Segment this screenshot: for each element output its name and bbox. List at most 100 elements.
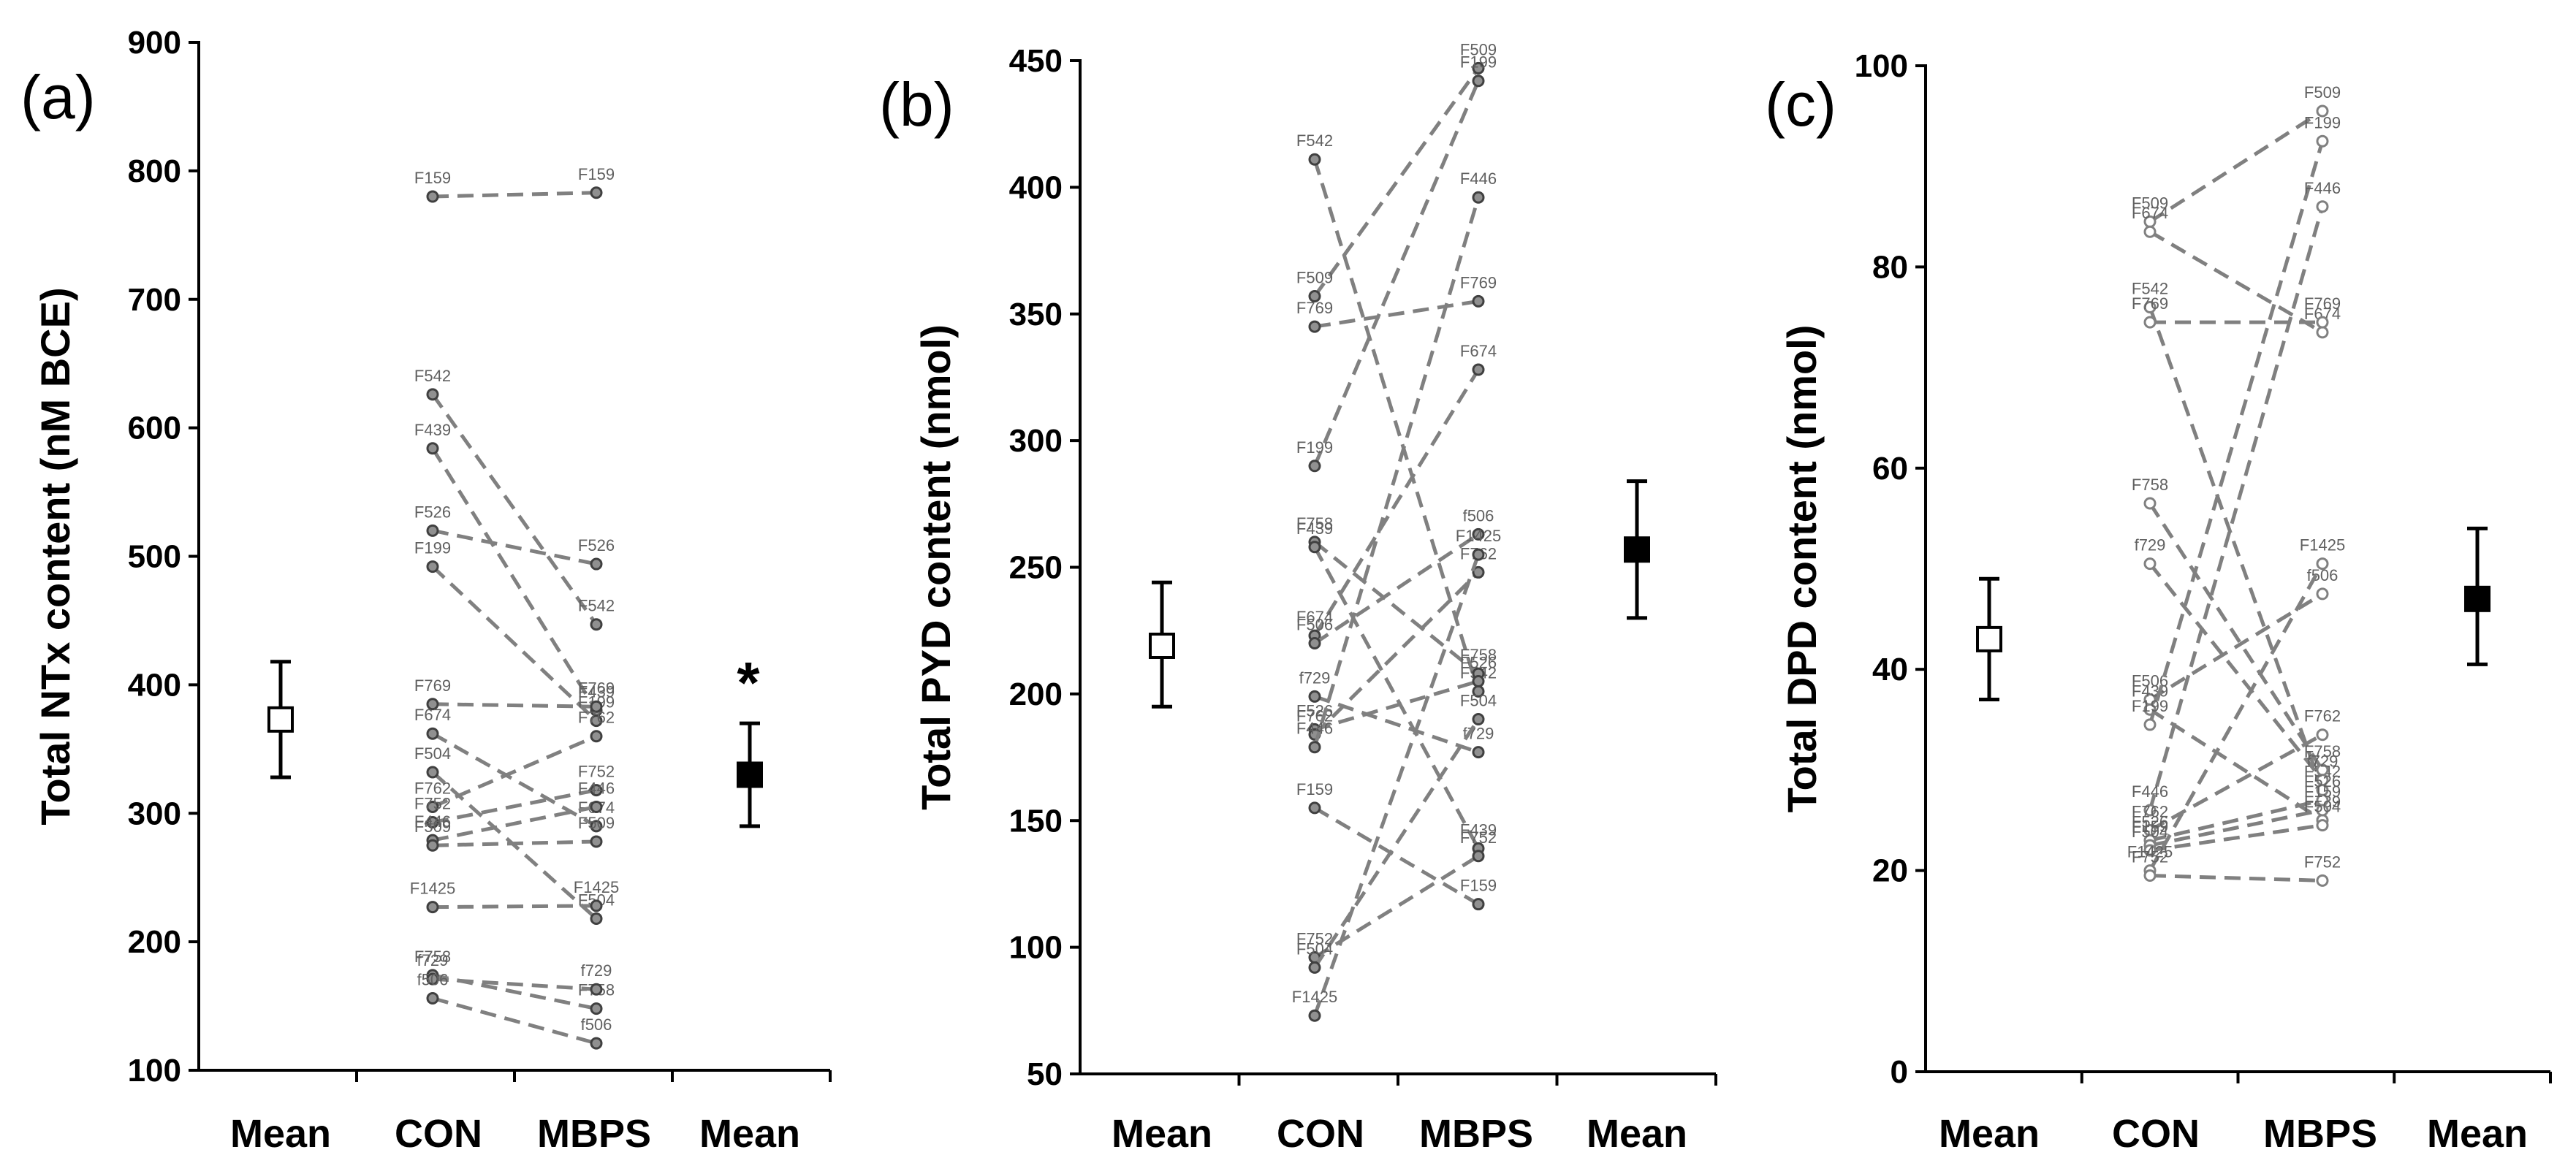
x-category-label: MBPS [1419, 1112, 1533, 1156]
mbps-data-point [1472, 363, 1485, 376]
con-point-label: F509 [414, 817, 451, 836]
mbps-point-label: f729 [2307, 752, 2338, 771]
panel-label: (c) [1765, 70, 1836, 139]
con-point-label: F439 [1296, 519, 1333, 538]
mbps-point-label: F769 [578, 679, 615, 697]
pair-line [2149, 808, 2323, 847]
con-point-label: F762 [2132, 803, 2168, 821]
mbps-data-point [2316, 104, 2329, 118]
y-tick-label: 100 [128, 1053, 181, 1089]
y-tick-label: 150 [1009, 803, 1063, 839]
y-tick-label: 50 [1027, 1056, 1063, 1092]
mbps-point-label: F526 [578, 536, 615, 554]
mbps-data-point [2316, 587, 2329, 601]
mbps-data-point [1472, 713, 1485, 726]
mbps-point-label: F752 [578, 763, 615, 781]
pair-line [432, 805, 597, 842]
con-data-point [2143, 497, 2157, 510]
y-tick-label: 700 [128, 282, 181, 318]
x-category-label: Mean [230, 1112, 331, 1156]
mbps-data-point [590, 800, 603, 813]
con-point-label: F542 [414, 367, 451, 385]
pair-line [1312, 546, 1481, 850]
mbps-data-point [1472, 61, 1485, 75]
con-point-label: F506 [1296, 616, 1333, 634]
x-category-label: MBPS [2263, 1112, 2377, 1156]
pair-line [431, 771, 598, 920]
pair-line [1314, 299, 1479, 329]
pair-line [2148, 592, 2324, 701]
x-category-label: CON [2112, 1112, 2200, 1156]
con-point-label: F674 [1296, 608, 1333, 626]
con-data-point [426, 901, 439, 914]
con-point-label: F758 [414, 948, 451, 966]
y-tick-label: 350 [1009, 297, 1063, 332]
con-point-label: F769 [2132, 294, 2168, 313]
con-point-label: f729 [2135, 536, 2166, 554]
pair-line [432, 977, 597, 991]
mbps-data-point [590, 983, 603, 996]
mbps-data-point [2316, 874, 2329, 887]
panel-c: (c) Total DPD content (nmol) 0 20 40 60 80 100 M… [1765, 48, 2552, 1156]
con-data-point [426, 560, 439, 573]
con-data-point [426, 800, 439, 813]
con-point-label: F159 [2132, 817, 2168, 836]
mbps-point-label: F769 [1460, 273, 1497, 291]
mbps-data-point [1472, 746, 1485, 759]
mbps-data-point [1472, 548, 1485, 561]
con-point-label: F159 [414, 169, 451, 187]
pair-line [430, 447, 599, 712]
mbps-point-label: F752 [2304, 853, 2341, 871]
con-data-point [2143, 316, 2157, 329]
pair-line [2148, 733, 2324, 832]
y-tick-label: 500 [128, 539, 181, 575]
pair-line [432, 996, 597, 1045]
y-axis-label: Total NTx content (nM BCE) [32, 287, 78, 825]
mbps-data-point [2316, 134, 2329, 148]
mbps-data-point [590, 784, 603, 797]
con-point-label: f506 [417, 971, 449, 989]
mbps-data-point [1472, 850, 1485, 863]
con-data-point [1308, 541, 1321, 554]
con-point-label: F439 [2132, 682, 2168, 700]
pair-line [430, 393, 599, 626]
pair-line [2148, 563, 2325, 872]
mbps-data-point [590, 835, 603, 848]
mbps-data-point [2316, 316, 2329, 329]
con-point-label: F446 [2132, 782, 2168, 801]
con-point-label: F542 [2132, 279, 2168, 297]
mbps-point-label: F509 [2304, 83, 2341, 102]
y-tick-label: 80 [1872, 249, 1908, 285]
mbps-data-point [590, 618, 603, 631]
mbps-point-label: F199 [2304, 113, 2341, 131]
con-data-point [1308, 1009, 1321, 1022]
pair-line [1312, 159, 1481, 693]
con-point-label: F758 [2132, 476, 2168, 494]
mbps-point-label: F752 [1460, 828, 1497, 847]
y-tick-label: 300 [128, 796, 181, 831]
pair-line [2148, 206, 2325, 811]
con-point-label: F526 [2132, 812, 2168, 831]
con-point-label: F446 [1296, 720, 1333, 738]
mbps-point-label: F762 [2304, 707, 2341, 725]
mbps-data-point [590, 714, 603, 728]
con-point-label: F446 [414, 812, 451, 831]
con-point-label: F526 [414, 503, 451, 521]
con-point-label: F159 [1296, 780, 1333, 798]
mbps-data-point [590, 912, 603, 925]
con-point-label: F509 [2132, 194, 2168, 212]
mbps-data-point [1472, 75, 1485, 88]
con-data-point [2143, 718, 2157, 731]
mbps-point-label: F542 [578, 597, 615, 615]
mbps-data-point [590, 730, 603, 743]
con-data-point [1308, 460, 1321, 473]
con-point-label: F542 [1296, 131, 1333, 150]
panel-b: (b) Total PYD content (nmol) 50 100 150 200 25… [879, 40, 1717, 1156]
mbps-point-label: F504 [2304, 798, 2341, 816]
mbps-point-label: F439 [578, 683, 615, 701]
con-data-point [426, 442, 439, 455]
x-category-label: Mean [1587, 1112, 1687, 1156]
x-category-label: CON [1277, 1112, 1364, 1156]
pair-line [2148, 708, 2324, 822]
